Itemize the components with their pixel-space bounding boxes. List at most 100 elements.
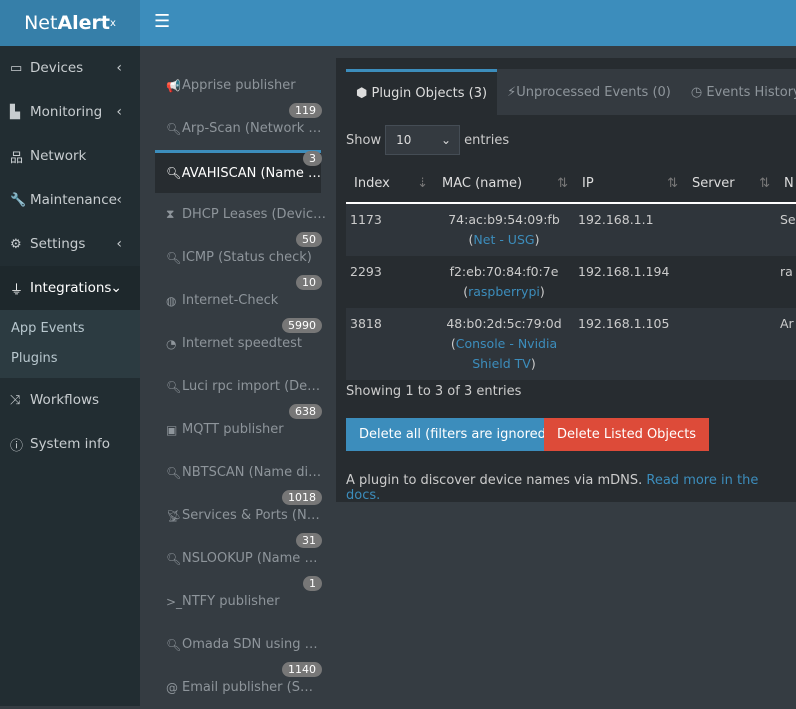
column-header-index[interactable]: Index ⇣	[346, 165, 434, 204]
top-bar: ☰	[140, 0, 796, 46]
column-header-ip[interactable]: IP ⇅	[574, 165, 684, 204]
device-link[interactable]: raspberrypi	[468, 284, 540, 299]
plugin-label: Arp-Scan (Network …	[182, 121, 322, 136]
plugin-item[interactable]: 🔍︎ Arp-Scan (Network … 119	[140, 103, 336, 150]
cell-n: Se	[776, 203, 796, 256]
at-icon: @	[166, 680, 178, 695]
header-label: Index	[354, 176, 390, 191]
laptop-icon: ▭	[10, 60, 23, 76]
sidebar-subitem-app-events[interactable]: App Events	[11, 321, 85, 336]
plugin-label: Internet-Check	[182, 293, 279, 308]
chevron-left-icon: ‹	[116, 236, 122, 252]
cell-n: ra	[780, 264, 793, 279]
column-header-server[interactable]: Server ⇅	[684, 165, 776, 204]
hourglass-icon: ⧗	[166, 207, 175, 221]
plugin-item[interactable]: 🔍︎ Omada SDN using …	[140, 623, 336, 666]
plugin-item[interactable]: 🔍︎ AVAHISCAN (Name … 3	[155, 150, 322, 193]
plugin-label: NTFY publisher	[182, 594, 280, 609]
page-size-select[interactable]: 10 ⌄	[385, 125, 461, 155]
mac-address: 48:b0:2d:5c:79:0d	[446, 316, 562, 331]
docs-link[interactable]: Read more in the docs.	[346, 473, 759, 503]
search-icon: 🔍︎	[166, 121, 182, 136]
chevron-left-icon: ‹	[116, 104, 122, 120]
plugin-item[interactable]: 🔍︎ NSLOOKUP (Name … 31	[140, 533, 336, 580]
tab-label: Unprocessed Events (0)	[516, 84, 671, 100]
show-label: Show	[346, 132, 382, 148]
plugin-item[interactable]: 📡︎ Services & Ports (N… 1018	[140, 490, 336, 537]
tab-bar: ⬢ Plugin Objects (3) ⚡ Unprocessed Events…	[346, 69, 796, 115]
chevron-down-icon: ⌄	[441, 133, 452, 147]
chevron-left-icon: ‹	[116, 60, 122, 76]
delete-all-button[interactable]: Delete all (filters are ignored)	[346, 418, 564, 451]
cell-mac: 48:b0:2d:5c:79:0d (Console - Nvidia Shiel…	[434, 308, 574, 380]
count-badge: 1140	[282, 662, 322, 677]
sidebar-item-workflows[interactable]: ⤨ Workflows	[0, 378, 140, 422]
sidebar-item-monitoring[interactable]: ▙ Monitoring ‹	[0, 90, 140, 134]
tab-plugin-objects[interactable]: ⬢ Plugin Objects (3)	[346, 69, 498, 115]
app-logo[interactable]: Net Alert x	[0, 0, 140, 46]
plugin-item[interactable]: ◔ Internet speedtest 5990	[140, 318, 336, 365]
search-icon: 🔍︎	[166, 551, 182, 566]
count-badge: 638	[289, 404, 322, 419]
table-row: 1173 74:ac:b9:54:09:fb (Net - USG) 192.16…	[346, 203, 796, 256]
satellite-icon: 📡︎	[166, 508, 182, 523]
search-icon: 🔍︎	[166, 250, 182, 265]
plugin-label: Internet speedtest	[182, 336, 302, 351]
hamburger-icon[interactable]: ☰	[154, 11, 171, 32]
plugin-item[interactable]: 🔍︎ Luci rpc import (De…	[140, 365, 336, 408]
tab-unprocessed-events[interactable]: ⚡ Unprocessed Events (0)	[497, 69, 681, 115]
sidebar-item-system-info[interactable]: ⓘ System info	[0, 422, 140, 466]
plugin-item[interactable]: ▣ MQTT publisher 638	[140, 404, 336, 451]
sidebar-item-label: Integrations	[30, 280, 112, 296]
cell-server	[684, 308, 776, 380]
device-link[interactable]: Net - USG	[473, 232, 535, 247]
sidebar-item-label: Network	[30, 148, 87, 164]
sort-icon: ⇅	[667, 176, 678, 191]
sidebar-subitem-plugins[interactable]: Plugins	[11, 351, 58, 366]
delete-listed-button[interactable]: Delete Listed Objects	[544, 418, 710, 451]
column-header-mac[interactable]: MAC (name) ⇅	[434, 165, 574, 204]
cell-server	[684, 256, 776, 308]
count-badge: 50	[296, 232, 322, 247]
search-icon: 🔍︎	[166, 379, 182, 394]
sidebar-item-label: Workflows	[30, 392, 100, 408]
search-icon: 🔍︎	[166, 465, 182, 480]
table-row: 3818 48:b0:2d:5c:79:0d (Console - Nvidia …	[346, 308, 796, 380]
column-header-n[interactable]: N	[776, 165, 796, 204]
sidebar-item-settings[interactable]: ⚙ Settings ‹	[0, 222, 140, 266]
sidebar-item-label: Monitoring	[30, 104, 103, 120]
count-badge: 1	[303, 576, 322, 591]
header-label: IP	[582, 176, 594, 191]
chevron-down-icon: ⌄	[110, 280, 122, 296]
plugin-label: DHCP Leases (Devic…	[182, 207, 327, 222]
sidebar-item-devices[interactable]: ▭ Devices ‹	[0, 46, 140, 90]
mac-address: 74:ac:b9:54:09:fb	[448, 212, 560, 227]
sidebar-item-maintenance[interactable]: 🔧 Maintenance ‹	[0, 178, 140, 222]
chevron-left-icon: ‹	[116, 192, 122, 208]
plugin-item[interactable]: 🔍︎ ICMP (Status check) 50	[140, 232, 336, 279]
cell-index: 2293	[350, 264, 382, 279]
plugin-item[interactable]: >_ NTFY publisher 1	[140, 576, 336, 623]
plugin-item[interactable]: ⧗ DHCP Leases (Devic…	[140, 193, 336, 236]
sidebar-item-network[interactable]: 品 Network	[0, 134, 140, 178]
gear-icon: ⚙	[10, 236, 22, 252]
plugin-description: A plugin to discover device names via mD…	[346, 473, 796, 503]
info-icon: ⓘ	[10, 438, 24, 454]
sort-asc-icon: ⇣	[417, 176, 428, 191]
sidebar-item-label: Devices	[30, 60, 84, 76]
header-label: N	[784, 176, 794, 191]
bullhorn-icon: 📢	[166, 78, 181, 93]
plugin-item[interactable]: @ Email publisher (S… 1140	[140, 662, 336, 709]
tab-events-history[interactable]: ◷ Events History (6)	[681, 69, 796, 115]
sidebar-item-integrations[interactable]: ⏚ Integrations ⌄	[0, 266, 140, 310]
plugin-item[interactable]: 🔍︎ NBTSCAN (Name di…	[140, 451, 336, 494]
plugin-item[interactable]: ◍ Internet-Check 10	[140, 275, 336, 322]
integrations-submenu: App Events Plugins	[0, 310, 140, 378]
device-link[interactable]: Console - Nvidia Shield TV	[455, 336, 558, 371]
count-badge: 119	[289, 103, 322, 118]
plugin-item[interactable]: 📢 Apprise publisher	[140, 64, 336, 107]
plugin-label: Luci rpc import (De…	[182, 379, 321, 394]
count-badge: 5990	[282, 318, 322, 333]
sidebar-item-label: System info	[30, 436, 110, 452]
plugin-label: NSLOOKUP (Name …	[182, 551, 318, 566]
